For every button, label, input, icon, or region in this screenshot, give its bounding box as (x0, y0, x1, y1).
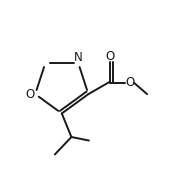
Text: O: O (125, 76, 134, 89)
Text: O: O (25, 88, 34, 101)
Text: N: N (74, 51, 83, 64)
Text: O: O (105, 50, 114, 63)
